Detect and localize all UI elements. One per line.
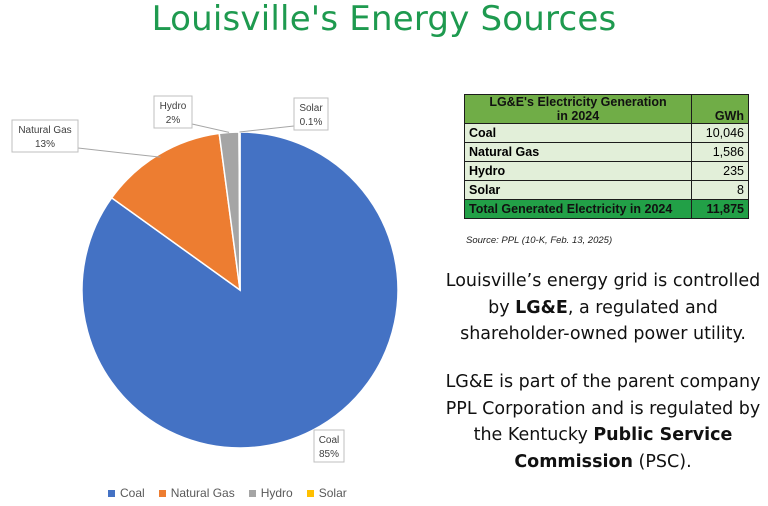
total-label: Total Generated Electricity in 2024 <box>464 199 692 219</box>
paragraph1-line2-pre: by <box>488 297 516 318</box>
leader-line-natural-gas <box>77 147 161 158</box>
legend-swatch <box>108 489 115 497</box>
row-name-solar: Solar <box>464 180 692 200</box>
legend-item-hydro: Hydro <box>248 486 293 500</box>
data-label-box-hydro <box>153 95 193 129</box>
data-label-box-natural-gas <box>11 119 79 153</box>
table-row: Natural Gas 1,586 <box>464 142 749 162</box>
paragraph2-line1: LG&E is part of the parent company <box>445 372 761 392</box>
pie-slice-natural-gas <box>110 132 241 292</box>
row-name-coal: Coal <box>464 123 692 143</box>
paragraph2-line3: the Kentucky Public Service <box>438 422 768 449</box>
paragraph2-line4: Commission (PSC). <box>438 449 768 476</box>
paragraph1-line1: Louisville’s energy grid is controlled <box>445 271 761 291</box>
table-row: Hydro 235 <box>464 161 749 181</box>
generation-table-container: LG&E's Electricity Generation in 2024 GW… <box>464 94 749 219</box>
paragraph1-line2-bold: LG&E <box>515 297 568 318</box>
legend-label: Natural Gas <box>170 486 235 500</box>
leader-line-hydro <box>191 123 230 133</box>
legend-item-natural-gas: Natural Gas <box>158 486 235 500</box>
paragraph1-line3: shareholder-owned power utility. <box>460 324 746 344</box>
generation-table: LG&E's Electricity Generation in 2024 GW… <box>464 94 749 219</box>
paragraph1-line2-post: , a regulated and <box>567 297 718 318</box>
paragraph2-line2: PPL Corporation and is regulated by <box>445 398 761 419</box>
table-row: Solar 8 <box>464 180 749 200</box>
paragraph2-line3-bold: Public Service <box>593 425 733 445</box>
legend-label: Solar <box>318 486 347 500</box>
row-value-coal: 10,046 <box>691 123 749 143</box>
data-label-solar: 0.1% <box>300 117 323 128</box>
legend-item-solar: Solar <box>306 486 347 500</box>
legend-swatch <box>248 489 256 497</box>
legend-label: Hydro <box>260 486 293 500</box>
header-line-2: in 2024 <box>556 109 600 123</box>
paragraph2-line3-pre: the Kentucky <box>473 425 594 445</box>
data-label-solar: Solar <box>299 103 323 114</box>
row-value-solar: 8 <box>691 180 749 200</box>
table-total-row: Total Generated Electricity in 2024 11,8… <box>464 199 749 219</box>
data-label-hydro: Hydro <box>160 101 187 112</box>
data-label-box-solar <box>293 97 329 131</box>
legend-item-coal: Coal <box>108 486 145 500</box>
row-value-natural-gas: 1,586 <box>691 142 749 162</box>
data-label-coal: 85% <box>319 449 339 460</box>
source-note: Source: PPL (10-K, Feb. 13, 2025) <box>466 235 613 246</box>
total-value: 11,875 <box>691 199 749 219</box>
page-title: Louisville's Energy Sources <box>151 0 617 39</box>
table-header-unit: GWh <box>691 94 749 124</box>
pie-slice-solar <box>238 131 241 291</box>
data-label-natural-gas: Natural Gas <box>18 125 71 136</box>
legend-label: Coal <box>120 486 145 500</box>
legend-swatch <box>306 489 314 497</box>
header-line-1: LG&E's Electricity Generation <box>489 95 667 109</box>
paragraph2-line4-post: (PSC). <box>632 451 692 472</box>
data-label-box-coal <box>313 429 345 463</box>
chart-legend: Coal Natural Gas Hydro Solar <box>108 485 347 501</box>
legend-swatch <box>158 489 166 497</box>
row-name-natural-gas: Natural Gas <box>464 142 692 162</box>
paragraph2-line4-bold: Commission <box>514 451 633 472</box>
table-row: Coal 10,046 <box>464 123 749 143</box>
leader-line-solar <box>239 125 295 133</box>
pie-chart: Coal 85% Natural Gas 13% Hydro 2% Solar 0.1% <box>11 95 399 463</box>
paragraph1-line2: by LG&E, a regulated and <box>438 295 768 322</box>
table-header-title: LG&E's Electricity Generation in 2024 <box>464 94 692 124</box>
row-name-hydro: Hydro <box>464 161 692 181</box>
paragraph-lge: Louisville’s energy grid is controlled b… <box>438 268 768 348</box>
paragraph-ppl: LG&E is part of the parent company PPL C… <box>438 369 768 475</box>
table-header-row: LG&E's Electricity Generation in 2024 GW… <box>464 94 749 124</box>
data-label-natural-gas: 13% <box>35 139 55 150</box>
data-label-coal: Coal <box>319 435 340 446</box>
data-label-hydro: 2% <box>166 115 181 126</box>
row-value-hydro: 235 <box>691 161 749 181</box>
